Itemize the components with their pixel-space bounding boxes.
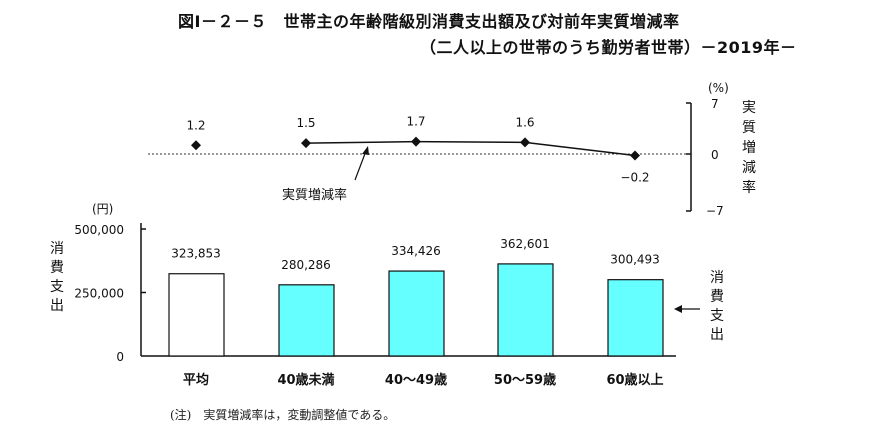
data-point-marker xyxy=(191,140,201,151)
data-label: 1.2 xyxy=(186,118,205,132)
bar xyxy=(388,270,445,357)
left-axis-title-char: 支 xyxy=(50,279,64,295)
right-axis-tick-label: −7 xyxy=(706,204,724,218)
category-label: 50～59歳 xyxy=(494,372,556,388)
left-axis-tick-label: 500,000 xyxy=(74,223,124,237)
data-point-marker xyxy=(630,150,640,161)
bar xyxy=(497,263,554,357)
left-axis-title-char: 出 xyxy=(50,298,64,314)
bar xyxy=(607,279,664,357)
right-axis-title-char: 実 xyxy=(742,100,756,116)
data-label: 1.5 xyxy=(296,116,315,130)
arrow-head-icon xyxy=(674,305,682,313)
data-point-marker xyxy=(301,138,311,149)
bar-annotation-char: 費 xyxy=(710,289,724,305)
left-axis-tick-label: 250,000 xyxy=(74,287,124,301)
left-axis-title-char: 費 xyxy=(50,260,64,276)
right-axis-title-char: 質 xyxy=(742,120,756,136)
right-axis-unit: (%) xyxy=(708,81,729,95)
chart-subtitle: （二人以上の世帯のうち勤労者世帯）－2019年－ xyxy=(420,38,797,57)
growth-rate-line xyxy=(305,140,636,157)
bar xyxy=(168,273,225,357)
data-label: −0.2 xyxy=(620,170,649,184)
bar-value-label: 300,493 xyxy=(610,253,660,267)
arrow-head-icon xyxy=(362,146,369,155)
data-label: 1.6 xyxy=(515,115,534,129)
annotation-arrow xyxy=(354,150,367,181)
category-label: 60歳以上 xyxy=(606,372,663,388)
right-axis-title-char: 率 xyxy=(742,179,756,196)
right-axis-title-char: 増 xyxy=(742,140,756,156)
bar xyxy=(278,284,335,357)
data-point-marker xyxy=(520,137,530,148)
right-axis-title-char: 減 xyxy=(742,159,756,176)
right-axis-tick-label: 7 xyxy=(711,97,719,111)
left-axis-title-char: 消 xyxy=(50,241,64,257)
line-annotation: 実質増減率 xyxy=(282,187,347,203)
category-label: 40～49歳 xyxy=(385,372,447,388)
category-label: 40歳未満 xyxy=(277,372,334,388)
data-label: 1.7 xyxy=(406,115,425,129)
right-axis-tick-label: 0 xyxy=(711,148,719,162)
bar-value-label: 362,601 xyxy=(500,237,550,251)
footnote: (注) 実質増減率は，変動調整値である。 xyxy=(170,408,396,422)
category-label: 平均 xyxy=(183,372,209,388)
data-point-marker xyxy=(411,136,421,147)
chart-title: 図Ⅰ－２－５ 世帯主の年齢階級別消費支出額及び対前年実質増減率 xyxy=(178,12,680,31)
bar-annotation-char: 支 xyxy=(710,308,724,324)
bar-value-label: 280,286 xyxy=(281,258,331,272)
bar-annotation-char: 出 xyxy=(710,327,724,343)
left-axis-tick-label: 0 xyxy=(116,350,124,364)
bar-value-label: 323,853 xyxy=(171,247,221,261)
left-axis-unit: (円) xyxy=(92,202,113,216)
bar-value-label: 334,426 xyxy=(391,244,441,258)
bar-annotation-char: 消 xyxy=(710,270,724,286)
